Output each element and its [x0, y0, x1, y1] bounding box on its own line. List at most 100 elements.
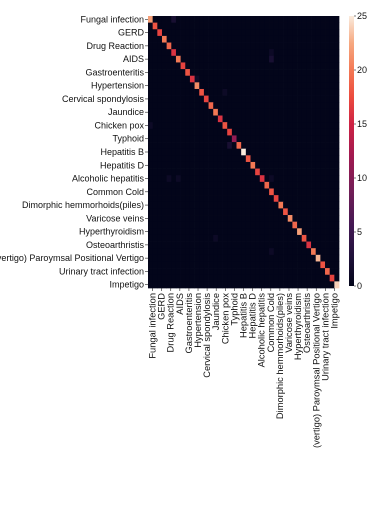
heatmap-cell — [241, 142, 247, 150]
heatmap-cell — [185, 195, 191, 203]
heatmap-cell — [250, 29, 256, 37]
heatmap-cell — [171, 135, 177, 143]
heatmap-cell — [213, 195, 219, 203]
heatmap-cell — [208, 274, 214, 282]
heatmap-cell — [301, 69, 307, 77]
heatmap-cell — [311, 69, 317, 77]
heatmap-cell — [180, 261, 186, 269]
heatmap-cell — [259, 142, 265, 150]
heatmap-cell — [287, 55, 293, 63]
heatmap-cell — [148, 142, 154, 150]
heatmap-cell — [306, 142, 312, 150]
heatmap-cell — [161, 142, 167, 150]
heatmap-cell — [269, 228, 275, 236]
heatmap-cell — [180, 35, 186, 43]
heatmap-cell — [208, 215, 214, 223]
heatmap-cell — [241, 268, 247, 276]
heatmap-cell — [152, 241, 158, 249]
heatmap-cell — [273, 234, 279, 242]
heatmap-cell — [245, 261, 251, 269]
heatmap-cell — [194, 268, 200, 276]
heatmap-cell — [236, 95, 242, 103]
heatmap-cell — [278, 22, 284, 30]
heatmap-cell — [157, 16, 163, 23]
heatmap-cell — [301, 201, 307, 209]
heatmap-cell — [166, 115, 172, 123]
heatmap-cell — [255, 168, 261, 176]
heatmap-cell — [148, 248, 154, 256]
heatmap-cell — [283, 161, 289, 169]
heatmap-cell — [175, 168, 181, 176]
heatmap-cell — [315, 241, 321, 249]
heatmap-cell — [278, 254, 284, 262]
heatmap-cell — [297, 274, 303, 282]
heatmap-cell — [203, 148, 209, 156]
heatmap-cell — [236, 175, 242, 183]
heatmap-cell — [148, 102, 154, 110]
heatmap-cell — [189, 241, 195, 249]
heatmap-cell — [255, 228, 261, 236]
heatmap-cell — [250, 122, 256, 130]
heatmap-cell — [287, 268, 293, 276]
heatmap-cell — [320, 95, 326, 103]
heatmap-cell — [278, 161, 284, 169]
heatmap-cell — [283, 29, 289, 37]
heatmap-cell — [306, 128, 312, 136]
heatmap-cell — [148, 49, 154, 57]
heatmap-cell — [283, 234, 289, 242]
heatmap-cell — [250, 22, 256, 30]
x-tick-label: Gastroenteritis — [184, 293, 194, 354]
heatmap-cell — [278, 35, 284, 43]
heatmap-cell — [208, 49, 214, 57]
heatmap-cell — [301, 281, 307, 289]
heatmap-cell — [175, 62, 181, 70]
heatmap-cell — [166, 175, 172, 183]
heatmap-cell — [185, 69, 191, 77]
heatmap-cell — [236, 148, 242, 156]
heatmap-cell — [217, 254, 223, 262]
heatmap-cell — [292, 281, 298, 289]
heatmap-cell — [245, 35, 251, 43]
heatmap-cell — [315, 261, 321, 269]
heatmap-cell — [311, 188, 317, 196]
heatmap-cell — [255, 208, 261, 216]
heatmap-cell — [334, 268, 340, 276]
heatmap-cell — [292, 35, 298, 43]
heatmap-cell — [213, 281, 219, 289]
heatmap-cell — [311, 268, 317, 276]
heatmap-cell — [287, 35, 293, 43]
heatmap-cell — [255, 148, 261, 156]
heatmap-cell — [241, 181, 247, 189]
heatmap-cell — [166, 181, 172, 189]
heatmap-cell — [245, 201, 251, 209]
heatmap-cell — [306, 29, 312, 37]
heatmap-cell — [269, 215, 275, 223]
heatmap-cell — [180, 148, 186, 156]
heatmap-cell — [194, 16, 200, 23]
heatmap-cell — [185, 22, 191, 30]
heatmap-cell — [264, 274, 270, 282]
heatmap-cell — [255, 49, 261, 57]
heatmap-cell — [287, 188, 293, 196]
heatmap-cell — [259, 62, 265, 70]
heatmap-cell — [208, 248, 214, 256]
heatmap-cell — [241, 29, 247, 37]
heatmap-cell — [297, 148, 303, 156]
heatmap-cell — [250, 181, 256, 189]
heatmap-cell — [213, 261, 219, 269]
heatmap-cell — [171, 115, 177, 123]
heatmap-cell — [241, 248, 247, 256]
heatmap-cell — [301, 29, 307, 37]
heatmap-cell — [199, 161, 205, 169]
heatmap-cell — [297, 69, 303, 77]
heatmap-cell — [241, 161, 247, 169]
heatmap-cell — [161, 115, 167, 123]
heatmap-cell — [269, 82, 275, 90]
heatmap-cell — [259, 281, 265, 289]
heatmap-cell — [157, 82, 163, 90]
heatmap-cell — [227, 281, 233, 289]
heatmap-cell — [269, 115, 275, 123]
heatmap-cell — [208, 108, 214, 116]
heatmap-cell — [283, 281, 289, 289]
heatmap-cell — [306, 221, 312, 229]
